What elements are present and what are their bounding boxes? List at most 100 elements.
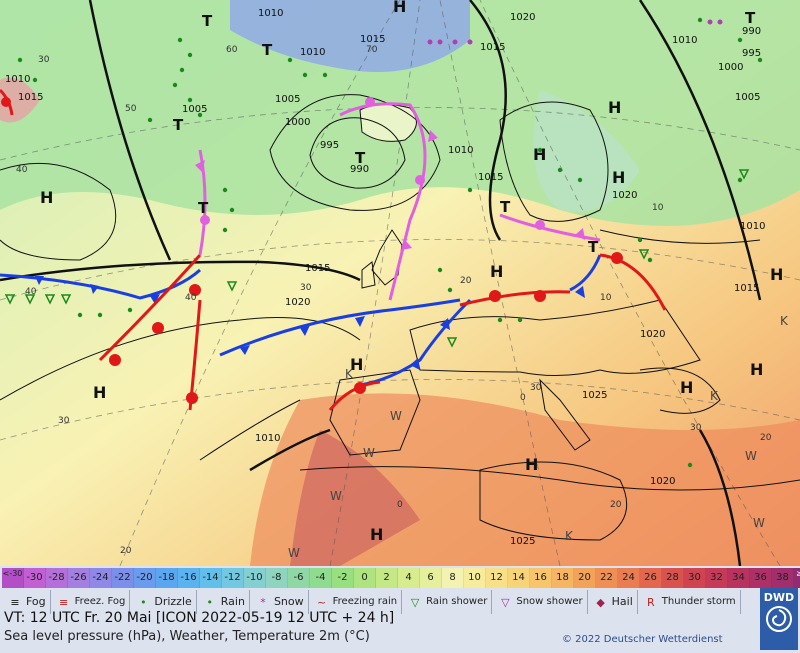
w-marker: W	[745, 449, 757, 463]
temperature-label: 50	[125, 104, 137, 114]
k-marker: K	[345, 367, 354, 381]
low-pressure-center: T	[588, 238, 599, 256]
weather-legend-item: ~ Freezing rain	[309, 590, 403, 614]
scale-cell: -6	[288, 568, 310, 588]
valid-time: VT: 12 UTC Fr. 20 Mai [ICON 2022-05-19 1…	[4, 610, 395, 626]
weather-symbol-icon: •	[140, 595, 147, 609]
temperature-label: 20	[760, 433, 772, 443]
weather-legend-item: • Rain	[197, 590, 250, 614]
scale-cell: 10	[464, 568, 486, 588]
weather-map: H H H H H H H H H H H H H T T T T T T T …	[0, 0, 800, 566]
scale-cell: -4	[310, 568, 332, 588]
low-pressure-center: T	[500, 198, 511, 216]
scale-cell: -24	[90, 568, 112, 588]
isobar-label: 1020	[612, 190, 637, 201]
dwd-logo-text: DWD	[763, 591, 795, 604]
isobar-label: 1005	[275, 94, 300, 105]
scale-cell: 14	[508, 568, 530, 588]
isobar-label: 1020	[640, 329, 665, 340]
scale-cell: 12	[486, 568, 508, 588]
weather-legend-item: R Thunder storm	[638, 590, 741, 614]
isobar-label: 1010	[740, 221, 765, 232]
isobar-label: 995	[320, 140, 339, 151]
snow-symbols	[427, 19, 723, 45]
isobar-label: 995	[742, 48, 761, 59]
isobar-label: 1015	[734, 283, 759, 294]
scale-cell: -22	[112, 568, 134, 588]
main-isobars	[0, 0, 762, 566]
temperature-label: 20	[120, 546, 132, 556]
scale-cell: 36	[750, 568, 772, 588]
isobar-label: 1000	[285, 117, 310, 128]
high-pressure-center: H	[612, 168, 625, 187]
high-pressure-center: H	[370, 525, 383, 544]
w-marker: W	[288, 546, 300, 560]
isobar-label: 1010	[448, 145, 473, 156]
scale-cell: 26	[640, 568, 662, 588]
high-pressure-center: H	[40, 188, 53, 207]
weather-legend-label: Snow	[273, 595, 304, 608]
scale-cell: -28	[46, 568, 68, 588]
weather-legend-label: Thunder storm	[661, 596, 736, 607]
scale-cell: 24	[618, 568, 640, 588]
temperature-color-scale: <-30 -30 -28 -26 -24 -22 -20 -18 -16 -14 -12 -10 -8…	[2, 568, 800, 588]
isobar-label: 1000	[718, 62, 743, 73]
scale-cell: 18	[552, 568, 574, 588]
weather-legend-item: ▽ Rain shower	[402, 590, 493, 614]
great-britain	[371, 229, 403, 286]
weather-legend: ≡ Fog ≡ Freez. Fog • Drizzle • Rain * Snow ~ Freezi…	[2, 590, 741, 614]
scandinavia	[499, 101, 609, 222]
weather-symbol-icon: •	[206, 595, 214, 609]
weather-legend-label: Drizzle	[154, 595, 192, 608]
weather-legend-label: Freezing rain	[332, 596, 398, 607]
temperature-label: 30	[530, 383, 542, 393]
scale-cell: -18	[156, 568, 178, 588]
w-marker: W	[330, 489, 342, 503]
weather-legend-item: • Drizzle	[130, 590, 197, 614]
high-pressure-center: H	[770, 265, 783, 284]
high-pressure-center: H	[525, 455, 538, 474]
scale-cell: -8	[266, 568, 288, 588]
scale-cell: -14	[200, 568, 222, 588]
scale-cell: -30	[24, 568, 46, 588]
isobar-label: 1015	[480, 42, 505, 53]
isobar-label: 1015	[478, 172, 503, 183]
scale-cell: -26	[68, 568, 90, 588]
scale-cell: -12	[222, 568, 244, 588]
central-europe	[409, 299, 701, 377]
isobar-label: 1010	[258, 8, 283, 19]
parameters-caption: Sea level pressure (hPa), Weather, Tempe…	[4, 629, 370, 644]
isobar-label: 1020	[510, 12, 535, 23]
weather-legend-label: Rain shower	[426, 596, 488, 607]
isobar-label: 990	[742, 26, 761, 37]
temperature-label: 20	[460, 276, 472, 286]
cool-zone-scandinavia	[533, 90, 640, 212]
k-marker: K	[710, 389, 719, 403]
rain-symbols	[17, 17, 763, 468]
isobar-label: 1010	[5, 74, 30, 85]
temperature-label: 20	[610, 500, 622, 510]
isobar-label: 1015	[360, 34, 385, 45]
cold-zone-greenland	[230, 0, 470, 72]
italy	[539, 378, 591, 451]
scale-cell: 6	[420, 568, 442, 588]
dwd-swirl-icon	[766, 606, 792, 632]
isobar-label: 1025	[582, 390, 607, 401]
weather-symbol-icon: *	[260, 595, 266, 609]
temperature-label: 70	[366, 45, 378, 55]
cold-front-triangles	[35, 276, 585, 370]
w-marker: W	[363, 446, 375, 460]
isobar-label: 1010	[300, 47, 325, 58]
legend-panel: <-30 -30 -28 -26 -24 -22 -20 -18 -16 -14 -12 -10 -8…	[0, 566, 800, 653]
temperature-label: 0	[397, 500, 403, 510]
temperature-label: 30	[300, 283, 312, 293]
low-pressure-center: T	[745, 9, 756, 27]
scale-cell: 34	[728, 568, 750, 588]
w-marker: W	[753, 516, 765, 530]
isobar-label: 1010	[255, 433, 280, 444]
scale-cell: 28	[662, 568, 684, 588]
scale-cell: 8	[442, 568, 464, 588]
scale-cell: 0	[354, 568, 376, 588]
high-pressure-center: H	[750, 360, 763, 379]
north-africa-coast	[299, 466, 800, 491]
